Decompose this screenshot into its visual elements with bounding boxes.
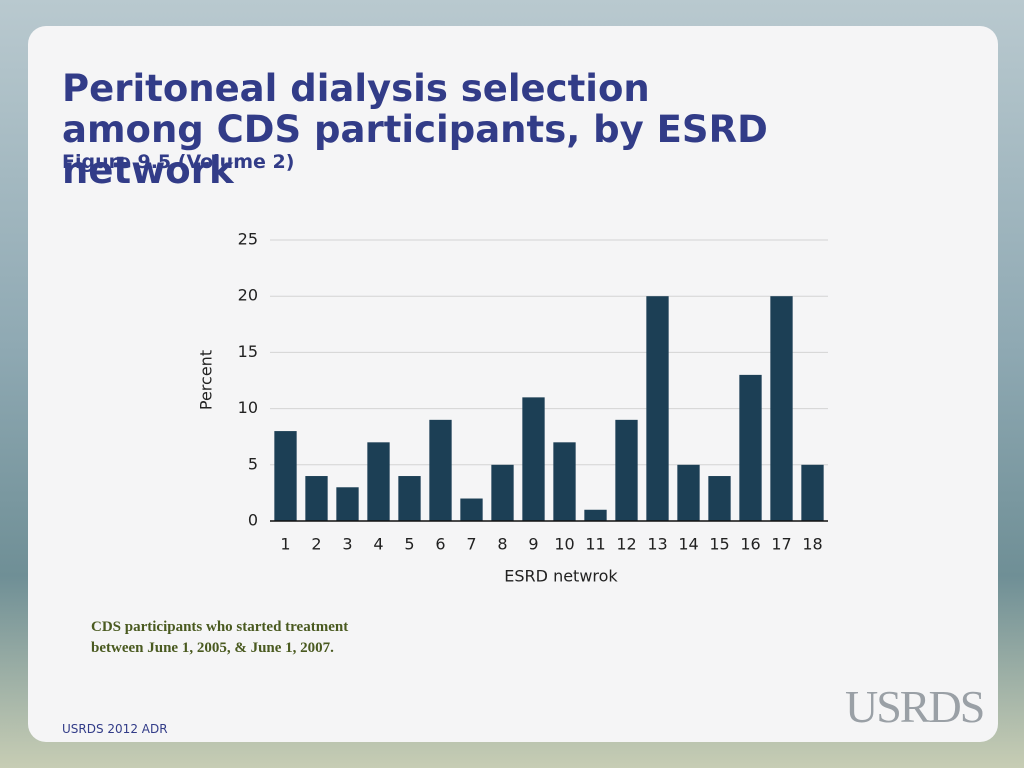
logo: USRDS [845, 681, 985, 732]
x-tick-label: 8 [497, 535, 507, 554]
y-tick-label: 10 [238, 398, 258, 417]
bar [615, 419, 638, 521]
bar [584, 509, 607, 521]
panel [28, 26, 998, 742]
bar [553, 442, 576, 521]
bar [491, 464, 514, 521]
x-tick-label: 1 [280, 535, 290, 554]
x-tick-label: 4 [373, 535, 383, 554]
x-tick-label: 15 [709, 535, 729, 554]
y-tick-label: 15 [238, 342, 258, 361]
bar [336, 487, 359, 521]
y-tick-label: 5 [248, 454, 258, 473]
x-tick-label: 18 [802, 535, 822, 554]
bar [770, 296, 793, 521]
bar [522, 397, 545, 521]
x-tick-label: 7 [466, 535, 476, 554]
bar [367, 442, 390, 521]
bar [677, 464, 700, 521]
bar [305, 476, 328, 521]
y-axis-title: Percent [197, 350, 216, 410]
bar [429, 419, 452, 521]
bar [398, 476, 421, 521]
footer: USRDS 2012 ADR [62, 722, 168, 736]
x-tick-label: 10 [554, 535, 574, 554]
x-tick-label: 14 [678, 535, 698, 554]
slide-subtitle: Figure 9.5 (Volume 2) [62, 151, 295, 173]
x-axis-title: ESRD netwrok [504, 567, 618, 586]
note: CDS participants who started treatment b… [91, 619, 349, 656]
x-tick-label: 3 [342, 535, 352, 554]
x-tick-label: 17 [771, 535, 791, 554]
slide-title: Peritoneal dialysis selection among CDS … [62, 67, 768, 192]
y-tick-label: 0 [248, 511, 258, 530]
x-tick-label: 11 [585, 535, 605, 554]
x-tick-label: 5 [404, 535, 414, 554]
y-tick-label: 25 [238, 230, 258, 249]
x-tick-label: 9 [528, 535, 538, 554]
bar [274, 431, 297, 521]
bar [460, 498, 483, 521]
bar [646, 296, 669, 521]
x-tick-label: 16 [740, 535, 760, 554]
x-tick-label: 6 [435, 535, 445, 554]
x-tick-label: 12 [616, 535, 636, 554]
bar [708, 476, 731, 521]
y-tick-label: 20 [238, 286, 258, 305]
bar [739, 374, 762, 521]
x-tick-label: 13 [647, 535, 667, 554]
x-tick-label: 2 [311, 535, 321, 554]
bar [801, 464, 824, 521]
